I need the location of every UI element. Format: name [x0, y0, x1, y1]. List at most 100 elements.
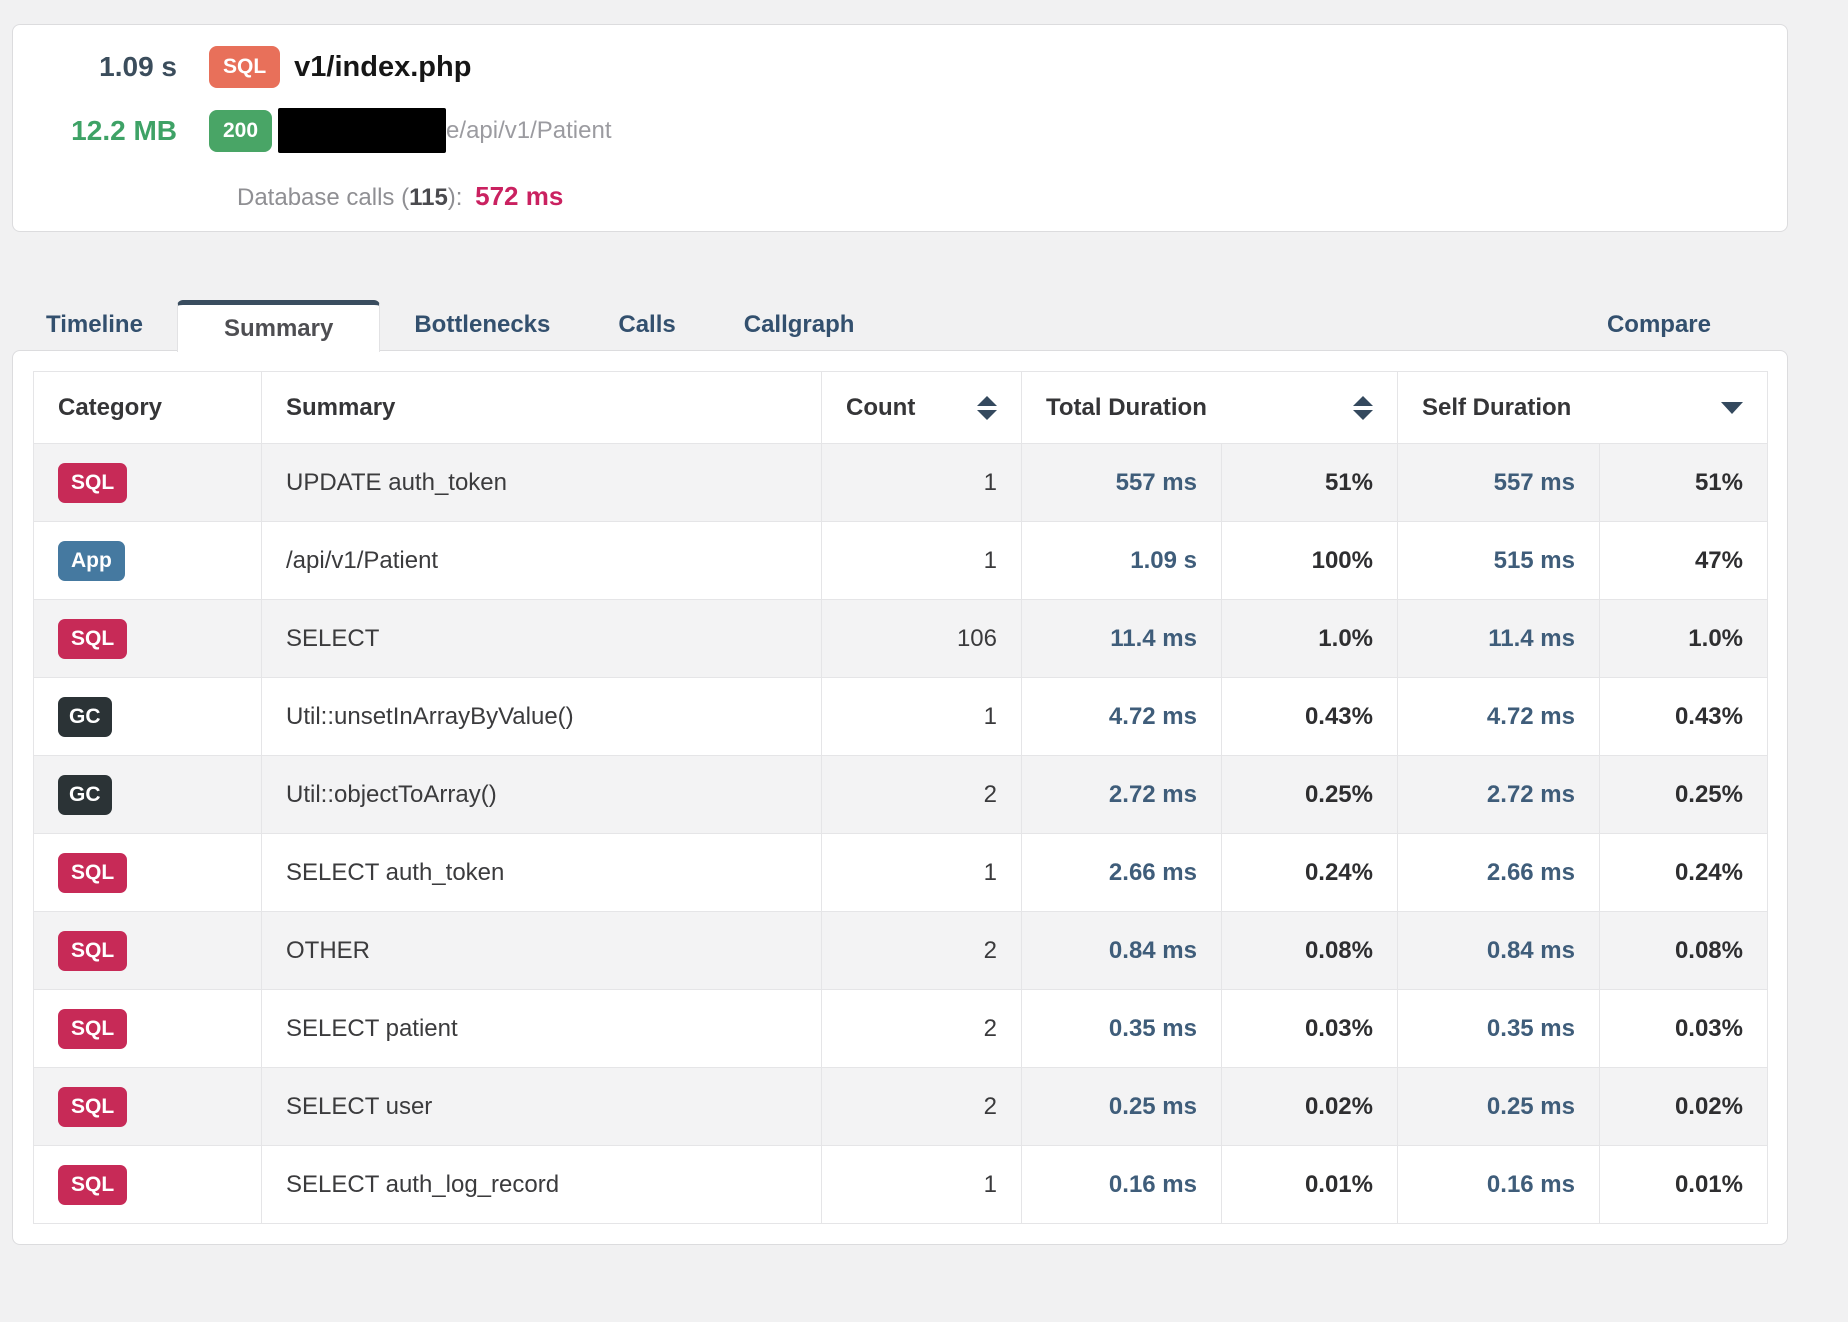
total-percent-cell: 0.24%: [1221, 833, 1398, 912]
category-badge: SQL: [58, 1008, 128, 1049]
total-percent-cell: 0.08%: [1221, 911, 1398, 990]
db-calls-time: 572 ms: [475, 181, 564, 211]
total-duration-cell: 1.09 s: [1021, 521, 1222, 600]
table-row: SQL UPDATE auth_token 1 557 ms 51% 557 m…: [33, 443, 1768, 522]
table-row: GC Util::unsetInArrayByValue() 1 4.72 ms…: [33, 677, 1768, 756]
count-cell: 2: [821, 989, 1022, 1068]
table-row: SQL SELECT auth_log_record 1 0.16 ms 0.0…: [33, 1145, 1768, 1224]
table-row: SQL OTHER 2 0.84 ms 0.08% 0.84 ms 0.08%: [33, 911, 1768, 990]
summary-table: Category Summary Count Total Duration: [33, 371, 1768, 1224]
category-badge: SQL: [58, 1086, 128, 1127]
self-percent-cell: 1.0%: [1599, 599, 1768, 678]
total-percent-cell: 0.43%: [1221, 677, 1398, 756]
self-duration-cell: 2.72 ms: [1397, 755, 1600, 834]
count-cell: 1: [821, 443, 1022, 522]
self-duration-cell: 2.66 ms: [1397, 833, 1600, 912]
column-header-self-duration[interactable]: Self Duration: [1397, 371, 1768, 444]
count-cell: 1: [821, 833, 1022, 912]
self-duration-cell: 4.72 ms: [1397, 677, 1600, 756]
table-row: SQL SELECT user 2 0.25 ms 0.02% 0.25 ms …: [33, 1067, 1768, 1146]
request-duration: 1.09 s: [99, 51, 177, 82]
total-duration-header-label: Total Duration: [1046, 393, 1207, 421]
category-badge: GC: [58, 774, 112, 815]
category-badge: GC: [58, 696, 112, 737]
count-header-label: Count: [846, 393, 916, 421]
self-duration-cell: 515 ms: [1397, 521, 1600, 600]
total-duration-cell: 557 ms: [1021, 443, 1222, 522]
summary-cell: SELECT user: [261, 1067, 822, 1146]
total-duration-cell: 4.72 ms: [1021, 677, 1222, 756]
column-header-category: Category: [33, 371, 262, 444]
category-badge: SQL: [58, 930, 128, 971]
tab-timeline[interactable]: Timeline: [46, 311, 143, 338]
tab-calls[interactable]: Calls: [618, 311, 676, 338]
tab-summary[interactable]: Summary: [176, 300, 381, 352]
self-duration-cell: 0.35 ms: [1397, 989, 1600, 1068]
column-header-summary: Summary: [261, 371, 822, 444]
table-header-row: Category Summary Count Total Duration: [33, 371, 1768, 444]
column-header-total-duration[interactable]: Total Duration: [1021, 371, 1398, 444]
redacted-url-segment: [278, 108, 447, 153]
self-duration-cell: 11.4 ms: [1397, 599, 1600, 678]
total-duration-cell: 2.72 ms: [1021, 755, 1222, 834]
total-duration-cell: 0.16 ms: [1021, 1145, 1222, 1224]
category-badge: SQL: [58, 1164, 128, 1205]
category-badge: SQL: [58, 618, 128, 659]
self-duration-cell: 557 ms: [1397, 443, 1600, 522]
tab-callgraph[interactable]: Callgraph: [743, 311, 855, 338]
request-memory: 12.2 MB: [71, 114, 177, 146]
table-row: SQL SELECT 106 11.4 ms 1.0% 11.4 ms 1.0%: [33, 599, 1768, 678]
status-code-badge: 200: [209, 109, 273, 152]
count-cell: 2: [821, 911, 1022, 990]
column-header-count[interactable]: Count: [821, 371, 1022, 444]
self-duration-header-label: Self Duration: [1422, 393, 1572, 421]
self-percent-cell: 0.03%: [1599, 989, 1768, 1068]
category-badge: SQL: [58, 462, 128, 503]
tab-bottlenecks[interactable]: Bottlenecks: [414, 311, 551, 338]
summary-cell: SELECT auth_log_record: [261, 1145, 822, 1224]
count-cell: 2: [821, 1067, 1022, 1146]
total-percent-cell: 0.02%: [1221, 1067, 1398, 1146]
request-url: e/api/v1/Patient: [446, 116, 612, 144]
table-row: SQL SELECT auth_token 1 2.66 ms 0.24% 2.…: [33, 833, 1768, 912]
self-percent-cell: 0.01%: [1599, 1145, 1768, 1224]
db-calls-label-suffix: ):: [447, 184, 463, 211]
self-percent-cell: 0.43%: [1599, 677, 1768, 756]
db-calls-label: Database calls (: [237, 184, 410, 211]
tab-compare[interactable]: Compare: [1606, 311, 1711, 338]
summary-table-card: Category Summary Count Total Duration: [12, 350, 1788, 1245]
sort-icon[interactable]: [977, 395, 997, 420]
category-badge: App: [58, 540, 125, 581]
sort-icon[interactable]: [1353, 395, 1373, 420]
summary-cell: SELECT patient: [261, 989, 822, 1068]
total-percent-cell: 1.0%: [1221, 599, 1398, 678]
total-duration-cell: 2.66 ms: [1021, 833, 1222, 912]
table-row: GC Util::objectToArray() 2 2.72 ms 0.25%…: [33, 755, 1768, 834]
request-title: v1/index.php: [294, 50, 472, 83]
total-percent-cell: 100%: [1221, 521, 1398, 600]
count-cell: 2: [821, 755, 1022, 834]
self-duration-cell: 0.16 ms: [1397, 1145, 1600, 1224]
total-duration-cell: 11.4 ms: [1021, 599, 1222, 678]
count-cell: 1: [821, 1145, 1022, 1224]
total-duration-cell: 0.84 ms: [1021, 911, 1222, 990]
summary-cell: SELECT: [261, 599, 822, 678]
summary-cell: Util::objectToArray(): [261, 755, 822, 834]
self-percent-cell: 0.24%: [1599, 833, 1768, 912]
total-percent-cell: 51%: [1221, 443, 1398, 522]
self-duration-cell: 0.84 ms: [1397, 911, 1600, 990]
self-percent-cell: 51%: [1599, 443, 1768, 522]
count-cell: 1: [821, 521, 1022, 600]
self-percent-cell: 0.08%: [1599, 911, 1768, 990]
summary-cell: Util::unsetInArrayByValue(): [261, 677, 822, 756]
category-badge: SQL: [58, 852, 128, 893]
total-percent-cell: 0.25%: [1221, 755, 1398, 834]
sort-desc-icon[interactable]: [1721, 401, 1743, 414]
total-duration-cell: 0.35 ms: [1021, 989, 1222, 1068]
summary-cell: OTHER: [261, 911, 822, 990]
count-cell: 1: [821, 677, 1022, 756]
count-cell: 106: [821, 599, 1022, 678]
summary-cell: SELECT auth_token: [261, 833, 822, 912]
self-percent-cell: 47%: [1599, 521, 1768, 600]
self-duration-cell: 0.25 ms: [1397, 1067, 1600, 1146]
